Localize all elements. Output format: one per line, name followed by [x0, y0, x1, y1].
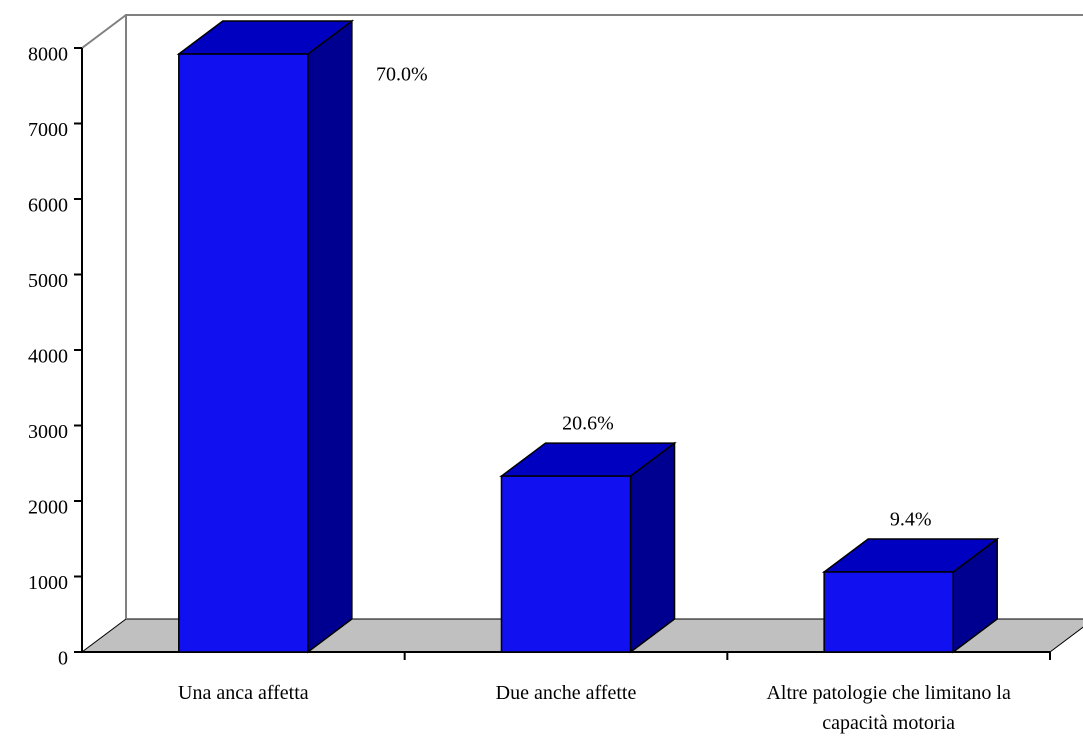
value-label: 9.4% [890, 509, 932, 531]
bar-side [629, 441, 676, 654]
value-label: 20.6% [562, 413, 614, 435]
y-tick-label: 3000 [28, 421, 68, 443]
bar [500, 475, 632, 653]
y-tick-label: 5000 [28, 270, 68, 292]
bar-side [307, 19, 353, 654]
y-tick-label: 6000 [28, 195, 68, 217]
wall-edge [81, 14, 127, 49]
y-tick-label: 8000 [28, 44, 68, 66]
x-tick-label: Una anca affetta [178, 682, 309, 704]
bar [178, 53, 309, 653]
y-tick-label: 4000 [28, 346, 68, 368]
y-tick-label: 7000 [28, 119, 68, 141]
value-label: 70.0% [376, 64, 428, 86]
y-tick-label: 2000 [28, 497, 68, 519]
bar [823, 571, 954, 653]
x-tick-label: Due anche affette [495, 682, 637, 704]
x-tick-label: Altre patologie che limitano la capacità… [766, 682, 1011, 734]
y-tick-label: 0 [58, 648, 68, 670]
y-tick-label: 1000 [28, 572, 68, 594]
